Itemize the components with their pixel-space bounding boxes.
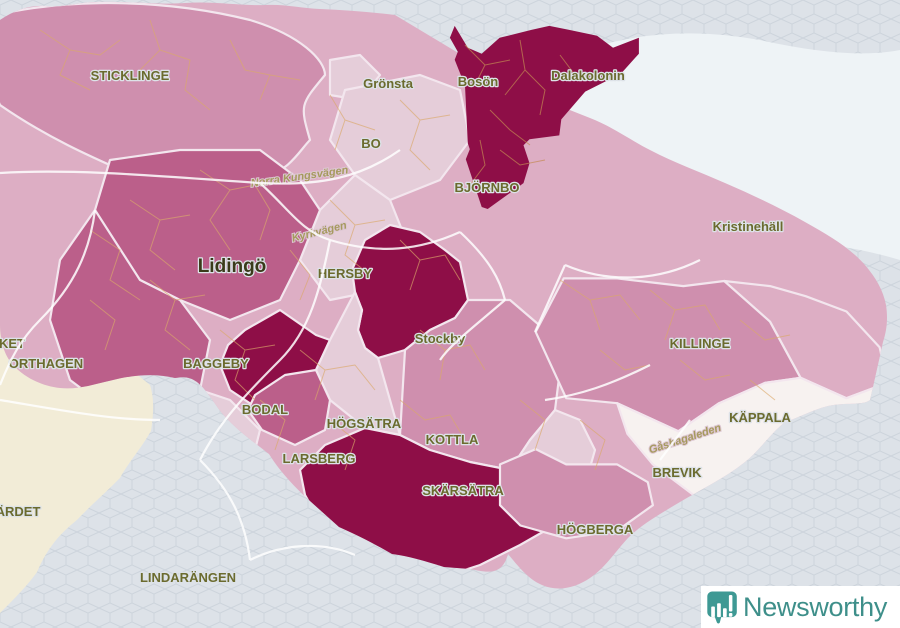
svg-text:LARSBERG: LARSBERG: [283, 451, 356, 466]
svg-text:Bosön: Bosön: [458, 74, 499, 89]
svg-text:HERSBY: HERSBY: [318, 266, 373, 281]
svg-text:Dalakolonin: Dalakolonin: [551, 68, 625, 83]
svg-text:STICKLINGE: STICKLINGE: [91, 68, 170, 83]
svg-text:BODAL: BODAL: [242, 402, 288, 417]
svg-text:BAGGEBY: BAGGEBY: [183, 356, 249, 371]
svg-text:HÖGSÄTRA: HÖGSÄTRA: [327, 416, 402, 431]
svg-text:BO: BO: [361, 136, 381, 151]
svg-text:KÄPPALA: KÄPPALA: [729, 410, 791, 425]
svg-text:HÖGBERGA: HÖGBERGA: [557, 522, 634, 537]
svg-text:LINDARÄNGEN: LINDARÄNGEN: [140, 570, 236, 585]
svg-text:Lidingö: Lidingö: [198, 256, 267, 277]
svg-text:BREVIK: BREVIK: [652, 465, 702, 480]
svg-text:Kristinehäll: Kristinehäll: [713, 219, 784, 234]
svg-text:SKÄRSÄTRA: SKÄRSÄTRA: [422, 483, 504, 498]
svg-text:Newsworthy: Newsworthy: [743, 592, 888, 622]
svg-text:ÄRDET: ÄRDET: [0, 504, 40, 519]
svg-text:KOTTLA: KOTTLA: [426, 432, 479, 447]
svg-text:Grönsta: Grönsta: [363, 76, 414, 91]
svg-text:BJÖRNBO: BJÖRNBO: [454, 180, 519, 195]
svg-text:KILLINGE: KILLINGE: [670, 336, 731, 351]
svg-text:ORTHAGEN: ORTHAGEN: [9, 356, 83, 371]
